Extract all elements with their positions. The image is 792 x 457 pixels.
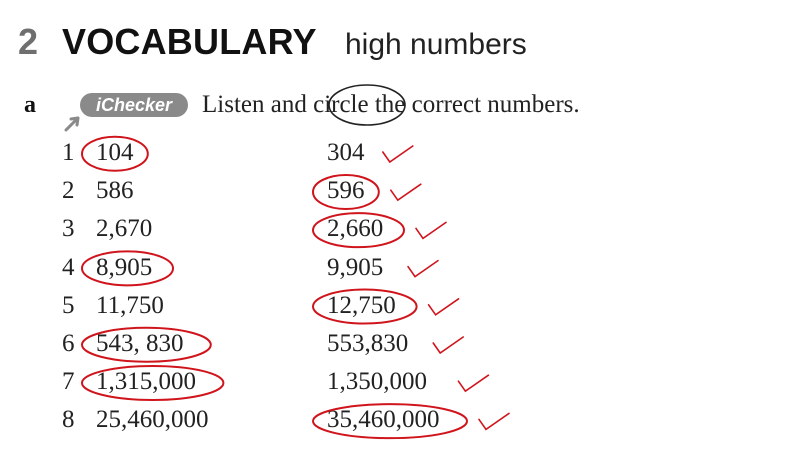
option-right[interactable]: 304 (327, 139, 365, 166)
item-number: 4 (62, 253, 75, 281)
option-right[interactable]: 9,905 (327, 253, 384, 281)
option-left[interactable]: 2,670 (96, 215, 153, 243)
option-left[interactable]: 25,460,000 (96, 406, 209, 434)
option-left[interactable]: 1,315,000 (96, 368, 196, 396)
check-mark-icon (478, 412, 510, 431)
item-number: 3 (62, 215, 75, 243)
answer-circle-mark (81, 250, 174, 287)
check-mark-icon (427, 298, 460, 316)
item-number: 5 (62, 291, 75, 319)
check-mark-icon (407, 259, 439, 278)
option-right[interactable]: 1,350,000 (327, 368, 427, 396)
check-mark-icon (457, 374, 490, 393)
answer-circle-mark (312, 173, 380, 210)
answer-circle-mark (81, 135, 149, 172)
section-title: VOCABULARY (62, 21, 317, 62)
exercise-letter: a (24, 92, 36, 118)
check-mark-icon (390, 183, 422, 202)
option-left[interactable]: 543, 830 (96, 330, 184, 357)
item-number: 7 (62, 368, 75, 396)
ichecker-badge[interactable]: iChecker (80, 93, 188, 117)
item-number: 8 (62, 406, 75, 434)
option-left[interactable]: 586 (96, 177, 134, 205)
check-mark-icon (415, 221, 447, 240)
section-subtitle: high numbers (345, 28, 527, 61)
item-number: 1 (62, 139, 75, 166)
option-right[interactable]: 35,460,000 (327, 406, 440, 434)
section-number: 2 (18, 21, 39, 62)
option-right[interactable]: 596 (327, 177, 365, 205)
check-mark-icon (432, 336, 464, 355)
answer-circle-mark (80, 326, 212, 363)
answer-circle-mark (312, 288, 418, 325)
option-left[interactable]: 104 (96, 139, 134, 166)
option-right[interactable]: 553,830 (327, 330, 409, 357)
item-number: 6 (62, 330, 75, 357)
cursor-arrow-icon (64, 116, 80, 132)
instruction-circled-word: circle (313, 91, 369, 118)
instruction-after: the correct numbers. (368, 91, 580, 118)
option-left[interactable]: 8,905 (96, 253, 153, 281)
instruction-circle-mark (328, 84, 406, 126)
instruction-before: Listen and (202, 91, 314, 118)
instruction-text: Listen and circle the correct numbers. (202, 92, 580, 117)
option-left[interactable]: 11,750 (96, 291, 164, 319)
check-mark-icon (382, 145, 414, 164)
answer-circle-mark (312, 403, 468, 440)
answer-circle-mark (312, 212, 405, 249)
option-right[interactable]: 12,750 (327, 291, 396, 319)
answer-circle-mark (81, 364, 225, 401)
option-right[interactable]: 2,660 (327, 215, 384, 243)
item-number: 2 (62, 177, 75, 205)
